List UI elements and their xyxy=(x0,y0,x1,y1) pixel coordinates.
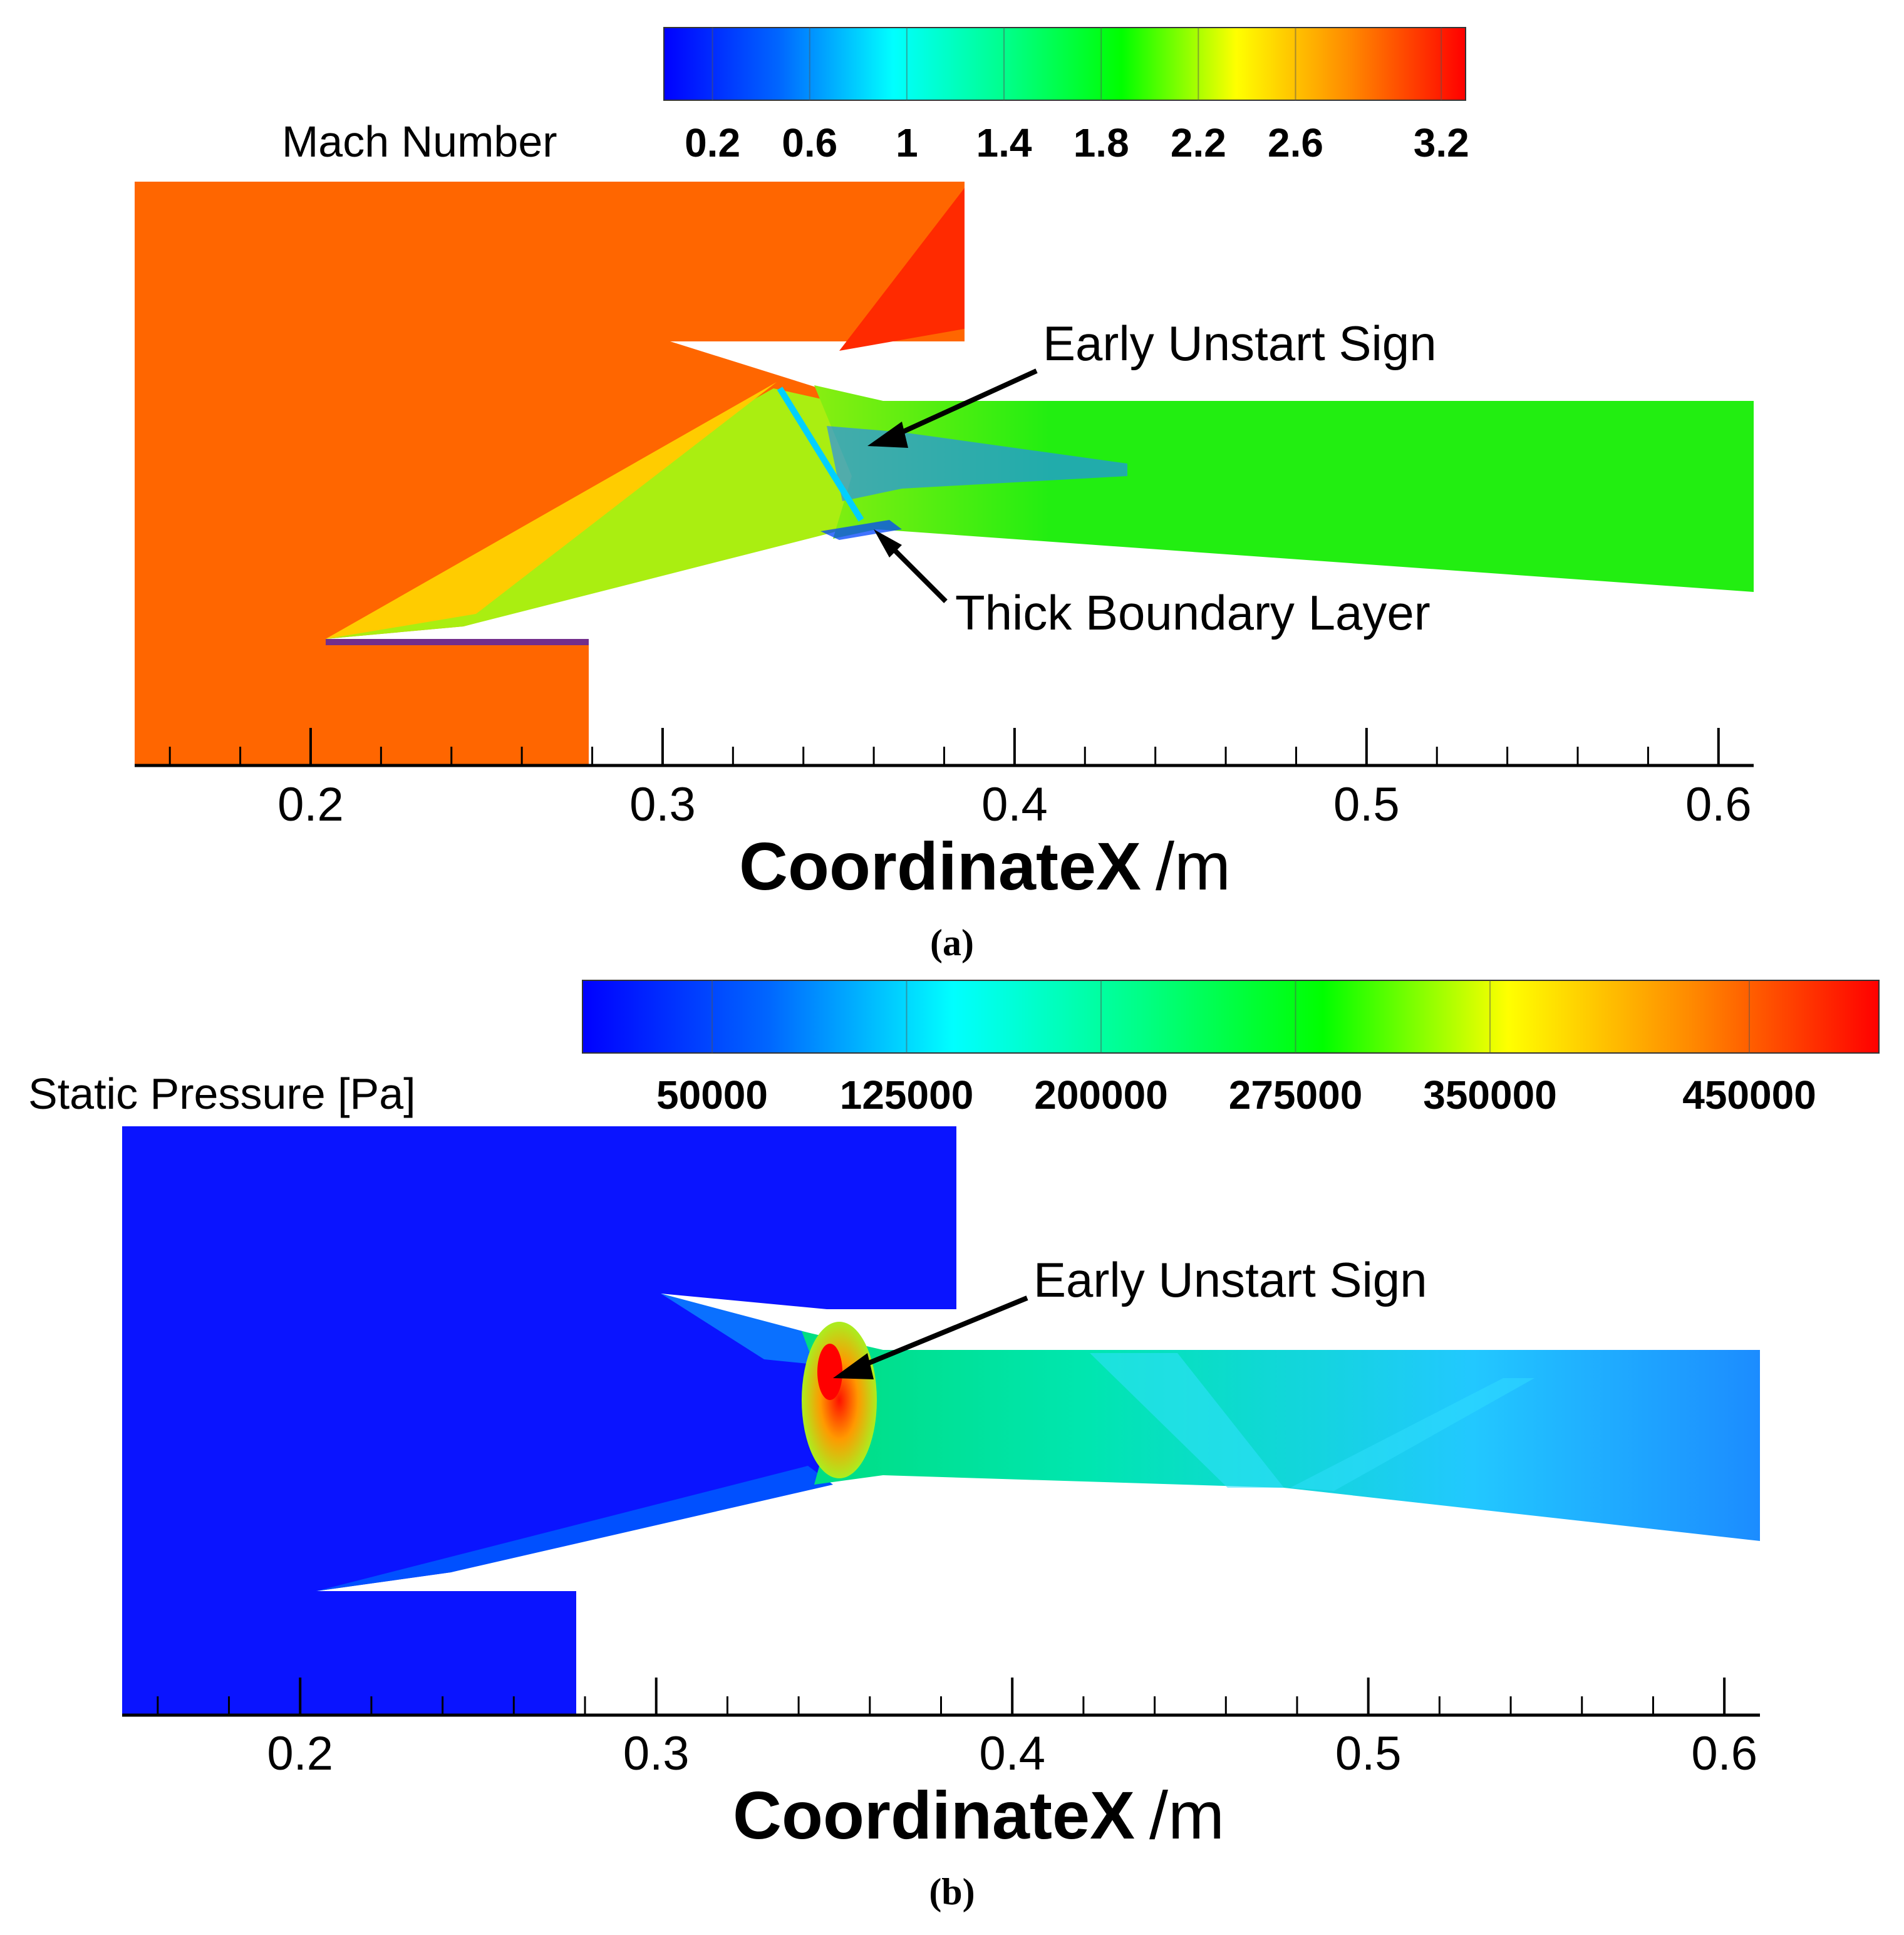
colorbar-b-title: Static Pressure [Pa] xyxy=(28,1069,416,1118)
x-tick-label: 0.6 xyxy=(1685,778,1752,831)
x-axis-ticks-a: 0.2 0.3 0.4 0.5 0.6 xyxy=(168,728,1752,831)
colorbar-a-tick-label: 0.6 xyxy=(782,120,837,165)
colorbar-a-tick-label: 2.6 xyxy=(1268,120,1323,165)
x-tick-label: 0.2 xyxy=(277,778,344,831)
panel-label-b: (b) xyxy=(929,1871,975,1912)
colorbar-b-tick-label: 50000 xyxy=(656,1072,768,1118)
cowl-tip-region-a xyxy=(839,188,965,351)
annotation-early-unstart-a: Early Unstart Sign xyxy=(1043,316,1437,371)
colorbar-b-dividers xyxy=(711,980,1750,1053)
duct-region-b xyxy=(802,1331,1760,1541)
colorbar-a-ticks: 0.2 0.6 1 1.4 1.8 2.2 2.6 3.2 xyxy=(685,120,1469,165)
x-tick-label: 0.2 xyxy=(267,1727,333,1780)
colorbar-a-tick-label: 1 xyxy=(896,120,918,165)
colorbar-a-dividers xyxy=(711,28,1442,100)
colorbar-b-tick-label: 275000 xyxy=(1229,1072,1363,1118)
x-tick-label: 0.3 xyxy=(623,1727,690,1780)
x-axis-unit-b: /m xyxy=(1149,1777,1224,1853)
colorbar-b-tick-label: 200000 xyxy=(1034,1072,1168,1118)
hotspot-region-b xyxy=(802,1322,877,1478)
flowfield-b xyxy=(122,1126,1760,1715)
arrowhead-early-unstart-b xyxy=(833,1353,874,1379)
colorbar-a-tick-label: 0.2 xyxy=(685,120,740,165)
x-tick-label: 0.4 xyxy=(979,1727,1045,1780)
colorbar-a-title: Mach Number xyxy=(282,117,557,166)
x-axis-ticks-b: 0.2 0.3 0.4 0.5 0.6 xyxy=(157,1678,1757,1780)
annotation-thick-boundary-layer-a: Thick Boundary Layer xyxy=(955,585,1431,640)
boundary-layer-a xyxy=(820,520,902,540)
freestream-region-b xyxy=(122,1126,956,1715)
x-axis-unit-a: /m xyxy=(1156,828,1231,904)
shock-line-a xyxy=(777,386,864,522)
colorbar-a-tick-label: 3.2 xyxy=(1414,120,1469,165)
colorbar-b-tick-label: 350000 xyxy=(1423,1072,1557,1118)
x-tick-label: 0.4 xyxy=(981,778,1048,831)
x-tick-label: 0.3 xyxy=(629,778,696,831)
colorbar-b-tick-label: 125000 xyxy=(840,1072,974,1118)
hotspot-core-b xyxy=(817,1344,842,1400)
shock-band-b2 xyxy=(1290,1378,1534,1491)
panel-b: Static Pressure [Pa] 50000 125000 200000 27… xyxy=(28,980,1880,1912)
panel-a: Mach Number 0.2 0.6 1 1.4 1.8 2.2 2.6 3.2 0.2 0.… xyxy=(135,27,1754,963)
x-tick-label: 0.5 xyxy=(1335,1727,1402,1780)
flowfield-a xyxy=(135,182,1754,765)
freestream-region-a xyxy=(135,182,965,765)
arrow-early-unstart-a xyxy=(887,368,1038,441)
colorbar-a-tick-label: 1.4 xyxy=(976,120,1032,165)
arrowhead-early-unstart-a xyxy=(867,422,908,448)
colorbar-a-tick-label: 1.8 xyxy=(1074,120,1129,165)
annotation-early-unstart-b: Early Unstart Sign xyxy=(1033,1252,1427,1307)
colorbar-b-tick-label: 450000 xyxy=(1682,1072,1816,1118)
lower-lip-a xyxy=(326,639,589,645)
ramp-compression-b xyxy=(316,1466,833,1591)
shock-band-b xyxy=(1090,1353,1284,1488)
x-tick-label: 0.6 xyxy=(1691,1727,1757,1780)
arrowhead-thick-boundary-layer-a xyxy=(874,529,902,558)
colorbar-a-tick-label: 2.2 xyxy=(1171,120,1226,165)
x-tick-label: 0.5 xyxy=(1333,778,1400,831)
colorbar-a xyxy=(663,27,1466,101)
x-axis-label-b: CoordinateX xyxy=(733,1777,1135,1853)
colorbar-b xyxy=(582,980,1880,1054)
x-axis-label-a: CoordinateX xyxy=(739,828,1141,904)
colorbar-b-ticks: 50000 125000 200000 275000 350000 450000 xyxy=(656,1072,1816,1118)
oblique-shock-b xyxy=(661,1294,827,1366)
panel-label-a: (a) xyxy=(930,922,974,963)
arrow-early-unstart-b xyxy=(854,1295,1028,1371)
duct-region-a xyxy=(814,385,1754,592)
ramp-shock-a xyxy=(326,382,777,639)
arrow-thick-boundary-layer-a xyxy=(884,540,948,603)
